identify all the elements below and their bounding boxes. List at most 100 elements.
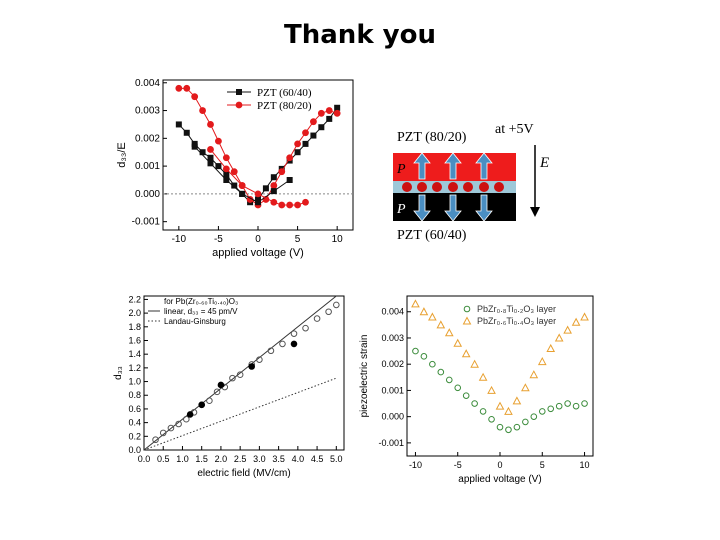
x-tick-label: 2.5 (234, 454, 247, 464)
chart-bottom-left: 0.0 0.5 1.0 1.5 2.0 2.5 3.0 3.5 4.0 4.5 5.0 0.0 0.2 0… (112, 290, 350, 485)
data-point (294, 201, 301, 209)
data-point (302, 198, 309, 206)
data-point (513, 423, 521, 431)
data-point (223, 171, 230, 178)
data-point (255, 199, 261, 206)
data-point (313, 315, 321, 322)
data-point (213, 388, 221, 396)
y-axis-label: d₃₃/E (116, 142, 128, 167)
data-point (572, 402, 580, 410)
data-point (461, 349, 471, 358)
data-point (581, 400, 588, 407)
data-point (215, 163, 222, 170)
data-point (294, 140, 301, 148)
data-point (495, 401, 505, 410)
x-axis-label: applied voltage (V) (458, 474, 541, 485)
data-point (183, 84, 191, 92)
data-point (580, 312, 589, 321)
y-tick-label: 0.000 (381, 412, 404, 422)
data-point (478, 372, 488, 381)
data-point (333, 301, 340, 309)
polarization-up-arrow (475, 152, 493, 180)
data-point (207, 121, 214, 128)
x-tick-label: 5 (295, 234, 301, 245)
data-point (191, 93, 199, 101)
interface-dipole (417, 182, 427, 192)
y-tick-label: 0.001 (381, 385, 404, 395)
data-point (206, 397, 213, 405)
y-tick-label: 0.002 (381, 359, 404, 369)
polarization-down-arrow (475, 194, 493, 222)
data-point (222, 154, 230, 162)
data-point (429, 360, 436, 368)
data-point (546, 343, 556, 352)
y-tick-label: -0.001 (378, 438, 404, 448)
field-label: E (539, 155, 549, 171)
y-tick-label: 0.000 (135, 189, 160, 200)
y-tick-label: 1.2 (128, 363, 141, 373)
data-point (270, 174, 277, 181)
data-point (302, 129, 309, 137)
interface-dipole (479, 182, 489, 192)
legend-entry: PZT (60/40) (257, 87, 312, 99)
polarization-down-arrow (444, 194, 462, 222)
data-point (270, 188, 277, 195)
data-point (462, 392, 470, 399)
data-point (529, 370, 539, 379)
x-tick-label: 1.0 (176, 454, 189, 464)
data-point (419, 307, 429, 316)
data-point (496, 423, 504, 431)
data-point (453, 338, 463, 347)
data-point (554, 333, 564, 342)
data-point (270, 182, 278, 189)
interface-dipole (463, 182, 473, 192)
legend-marker (462, 316, 472, 325)
data-point (444, 328, 454, 337)
x-tick-label: 10 (332, 234, 344, 245)
y-tick-label: 2.2 (128, 294, 141, 304)
data-point (279, 340, 286, 348)
bottom-layer-label: PZT (60/40) (397, 228, 467, 243)
data-point (278, 168, 286, 176)
interface-dipole (494, 182, 504, 192)
data-point (537, 357, 547, 366)
data-point (207, 146, 214, 153)
x-tick-label: 0 (255, 234, 261, 245)
data-point (191, 143, 198, 150)
polarization-up-arrow (444, 152, 462, 180)
data-point (326, 115, 333, 122)
legend-entry: linear, d₃₃ = 45 pm/V (164, 307, 238, 316)
y-tick-label: 2.0 (128, 308, 141, 318)
data-point (487, 385, 496, 394)
series-1 (411, 299, 589, 415)
data-point-filled (248, 363, 255, 370)
data-point (437, 368, 445, 376)
polarization-down-arrow (413, 194, 431, 222)
data-point (294, 149, 301, 156)
data-point (522, 418, 529, 426)
data-point (175, 84, 183, 92)
data-point (238, 182, 246, 189)
data-point (223, 177, 230, 183)
y-tick-label: 0.004 (135, 78, 160, 89)
x-tick-label: 5.0 (330, 454, 343, 464)
interface-dipole (448, 182, 458, 192)
data-point (488, 415, 495, 423)
y-axis-label: piezoelectric strain (359, 335, 370, 418)
data-point (230, 168, 238, 176)
x-tick-label: 5 (540, 460, 545, 470)
chart-bottom-right: -10 -5 0 5 10 -0.001 0.000 0.001 0.002 0.003 0.004… (355, 288, 600, 488)
data-point (555, 402, 563, 410)
data-point (215, 137, 222, 145)
data-point (152, 436, 159, 444)
y-tick-label: 0.001 (135, 161, 160, 172)
y-tick-label: 0.002 (135, 133, 160, 144)
data-point (167, 424, 175, 432)
interface-dipole (402, 182, 412, 192)
data-point (325, 107, 333, 114)
y-tick-label: 0.003 (381, 333, 404, 343)
x-tick-label: 4.5 (311, 454, 324, 464)
data-point (538, 408, 546, 415)
series-2 (191, 143, 293, 206)
data-point (318, 124, 325, 131)
